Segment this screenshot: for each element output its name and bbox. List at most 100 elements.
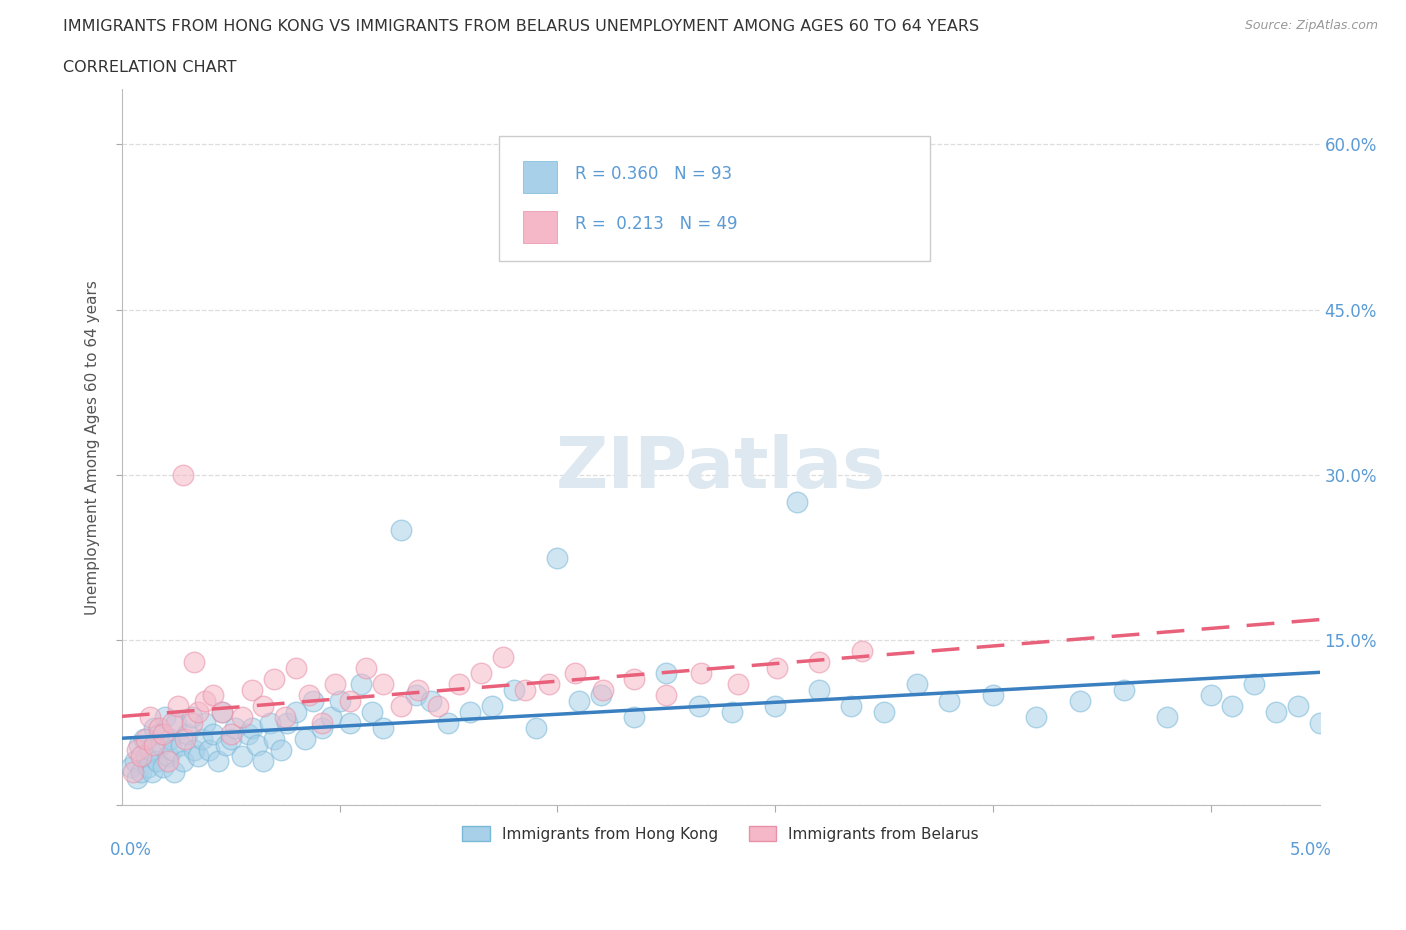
Point: [405, 688, 427, 703]
Point: [524, 721, 547, 736]
Point: [766, 660, 789, 675]
Point: [513, 683, 536, 698]
Point: [851, 644, 873, 658]
Point: [124, 754, 146, 769]
Point: [125, 770, 148, 785]
Point: [131, 749, 153, 764]
Point: [690, 666, 713, 681]
Point: [143, 721, 166, 736]
Point: [202, 726, 225, 741]
Point: [215, 737, 238, 752]
Point: [589, 688, 612, 703]
Point: [354, 660, 377, 675]
Point: [905, 677, 928, 692]
Point: [720, 704, 742, 719]
Point: [172, 754, 194, 769]
Point: [873, 704, 896, 719]
Point: [252, 754, 274, 769]
Point: [285, 660, 308, 675]
Point: [139, 710, 162, 724]
Point: [481, 698, 503, 713]
Point: [211, 704, 233, 719]
Point: [389, 523, 412, 538]
Point: [156, 754, 179, 769]
Point: [224, 721, 246, 736]
Point: [194, 715, 217, 730]
Point: [1112, 683, 1135, 698]
Point: [270, 743, 292, 758]
Point: [183, 655, 205, 670]
Point: [311, 721, 333, 736]
Point: [276, 715, 298, 730]
Point: [1025, 710, 1047, 724]
Point: [183, 743, 205, 758]
Point: [263, 732, 285, 747]
Point: [688, 698, 710, 713]
Point: [981, 688, 1004, 703]
Point: [172, 468, 194, 483]
FancyBboxPatch shape: [523, 161, 557, 193]
Point: [426, 698, 449, 713]
Point: [252, 698, 274, 713]
Point: [135, 749, 157, 764]
Text: ZIPatlas: ZIPatlas: [555, 434, 886, 503]
Point: [350, 677, 373, 692]
Point: [231, 749, 253, 764]
Point: [180, 715, 202, 730]
Point: [207, 754, 229, 769]
Text: IMMIGRANTS FROM HONG KONG VS IMMIGRANTS FROM BELARUS UNEMPLOYMENT AMONG AGES 60 : IMMIGRANTS FROM HONG KONG VS IMMIGRANTS …: [63, 19, 980, 33]
Point: [1265, 704, 1288, 719]
Point: [187, 704, 209, 719]
Text: R =  0.213   N = 49: R = 0.213 N = 49: [575, 215, 737, 233]
Point: [145, 754, 167, 769]
Point: [194, 693, 217, 708]
Point: [219, 732, 242, 747]
Point: [165, 715, 187, 730]
Point: [1243, 677, 1265, 692]
Point: [176, 726, 198, 741]
Y-axis label: Unemployment Among Ages 60 to 64 years: Unemployment Among Ages 60 to 64 years: [86, 280, 100, 615]
Point: [198, 743, 221, 758]
Point: [143, 737, 166, 752]
Point: [655, 666, 678, 681]
Point: [242, 721, 264, 736]
Point: [437, 715, 460, 730]
Point: [160, 715, 183, 730]
Point: [294, 732, 316, 747]
Point: [128, 737, 150, 752]
Text: CORRELATION CHART: CORRELATION CHART: [63, 60, 236, 75]
Point: [131, 764, 153, 779]
Point: [592, 683, 614, 698]
Point: [655, 688, 678, 703]
Point: [329, 693, 352, 708]
Point: [242, 683, 264, 698]
Text: 0.0%: 0.0%: [110, 842, 152, 859]
Point: [623, 671, 645, 686]
Point: [159, 732, 181, 747]
Point: [492, 649, 515, 664]
FancyBboxPatch shape: [499, 136, 931, 261]
Point: [302, 693, 325, 708]
Point: [807, 655, 830, 670]
Point: [152, 726, 174, 741]
Point: [132, 732, 155, 747]
Point: [263, 671, 285, 686]
Point: [136, 760, 159, 775]
Point: [155, 710, 177, 724]
Point: [150, 737, 173, 752]
Point: [167, 698, 190, 713]
Point: [323, 677, 346, 692]
Point: [361, 704, 384, 719]
Point: [568, 693, 591, 708]
Point: [470, 666, 492, 681]
Point: [1286, 698, 1309, 713]
Point: [727, 677, 749, 692]
Point: [202, 688, 225, 703]
Point: [163, 764, 186, 779]
Point: [191, 732, 214, 747]
Point: [1069, 693, 1091, 708]
Point: [502, 683, 524, 698]
Point: [156, 749, 179, 764]
Point: [564, 666, 586, 681]
Point: [139, 743, 162, 758]
